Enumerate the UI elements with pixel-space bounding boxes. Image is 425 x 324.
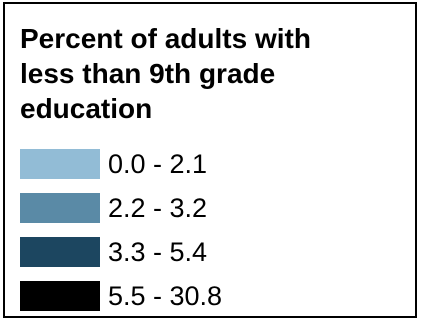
legend-range-label: 5.5 - 30.8 [108, 281, 223, 311]
legend-swatch [20, 149, 100, 179]
legend-item: 0.0 - 2.1 [20, 142, 222, 186]
legend-title-line-2: less than 9th grade [20, 58, 276, 89]
legend-item: 3.3 - 5.4 [20, 230, 222, 274]
legend-title-line-3: education [20, 93, 153, 124]
legend-title-line-1: Percent of adults with [20, 23, 311, 54]
legend-swatch [20, 281, 100, 311]
map-legend: Percent of adults with less than 9th gra… [3, 2, 417, 318]
legend-swatch [20, 237, 100, 267]
legend-title: Percent of adults with less than 9th gra… [20, 21, 400, 126]
legend-range-label: 3.3 - 5.4 [108, 237, 208, 267]
legend-swatch [20, 193, 100, 223]
legend-item: 2.2 - 3.2 [20, 186, 222, 230]
legend-items: 0.0 - 2.1 2.2 - 3.2 3.3 - 5.4 5.5 - 30.8 [20, 142, 222, 318]
legend-item: 5.5 - 30.8 [20, 274, 222, 318]
legend-range-label: 0.0 - 2.1 [108, 149, 208, 179]
legend-range-label: 2.2 - 3.2 [108, 193, 208, 223]
